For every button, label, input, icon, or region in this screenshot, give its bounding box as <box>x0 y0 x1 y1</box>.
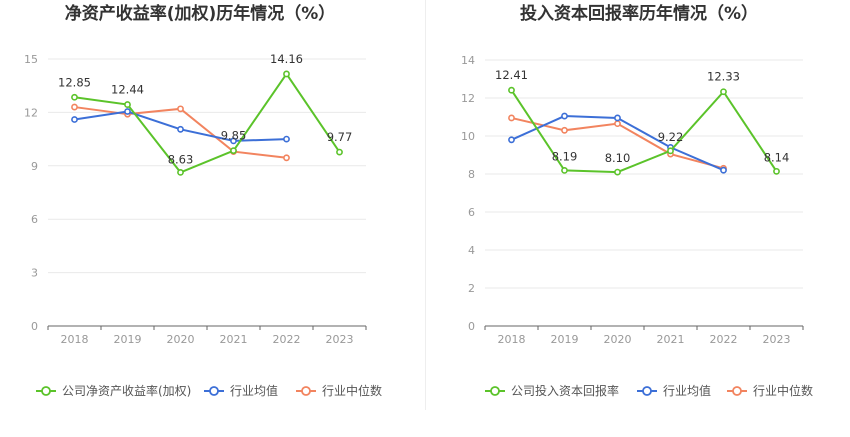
legend-label: 公司投入资本回报率 <box>511 383 619 398</box>
y-tick-label: 8 <box>468 168 475 181</box>
data-label: 9.85 <box>221 129 247 143</box>
legend-marker <box>732 386 742 396</box>
data-point-industry-median <box>561 126 568 134</box>
data-point-company <box>177 168 184 176</box>
legend-marker <box>301 386 311 396</box>
y-tick-label: 6 <box>31 213 38 226</box>
data-point-industry-median <box>177 105 184 113</box>
y-tick-label: 10 <box>461 130 475 143</box>
data-label: 8.10 <box>605 151 631 165</box>
data-label: 8.19 <box>552 149 578 163</box>
data-point-industry-median <box>508 114 515 122</box>
x-tick-label: 2018 <box>498 333 526 346</box>
chart-panel-roic: 投入资本回报率历年情况（%） 0 2 4 6 8 10 12 14 2018 2019 2020 202… <box>425 0 850 437</box>
data-label: 12.85 <box>58 75 91 89</box>
chart-panel-roe: 净资产收益率(加权)历年情况（%） 0 3 6 9 12 15 2018 2019 2020 202… <box>24 3 382 398</box>
data-point-company <box>720 88 727 96</box>
data-point-company <box>283 70 290 78</box>
data-label: 14.16 <box>270 52 303 66</box>
x-tick-label: 2021 <box>220 333 248 346</box>
x-tick-label: 2020 <box>604 333 632 346</box>
roe-chart: 净资产收益率(加权)历年情况（%） 0 3 6 9 12 15 2018 2019 2020 202… <box>24 3 382 398</box>
x-tick-label: 2020 <box>167 333 195 346</box>
series-line-company <box>510 89 778 174</box>
data-point-industry-median <box>71 103 78 111</box>
data-label: 8.14 <box>764 150 790 164</box>
x-tick-label: 2021 <box>657 333 685 346</box>
data-label: 9.77 <box>327 130 353 144</box>
data-point-company <box>667 147 674 155</box>
data-point-company <box>773 167 780 175</box>
data-point-company <box>614 168 621 176</box>
legend-item: 行业中位数 <box>727 383 813 398</box>
y-tick-label: 4 <box>468 244 475 257</box>
y-tick-label: 0 <box>468 320 475 333</box>
y-tick-label: 12 <box>461 92 475 105</box>
series-line-company <box>74 72 341 174</box>
legend-marker <box>490 386 500 396</box>
y-tick-label: 15 <box>24 53 38 66</box>
data-point-industry-mean <box>508 136 515 144</box>
x-tick-label: 2023 <box>763 333 791 346</box>
data-point-company <box>124 101 131 108</box>
data-point-company <box>230 147 237 155</box>
data-point-company <box>71 93 78 101</box>
x-tick-label: 2022 <box>273 333 301 346</box>
legend-marker <box>41 386 51 396</box>
data-label: 9.22 <box>658 130 684 144</box>
y-tick-label: 3 <box>31 267 38 280</box>
x-tick-label: 2019 <box>114 333 142 346</box>
data-point-industry-mean <box>177 125 184 133</box>
panel-divider <box>425 0 426 410</box>
data-point-industry-median <box>283 154 290 162</box>
data-point-company <box>561 166 568 174</box>
x-tick-label: 2022 <box>710 333 738 346</box>
y-tick-label: 2 <box>468 282 475 295</box>
y-tick-label: 0 <box>31 320 38 333</box>
legend-label: 行业均值 <box>230 383 278 398</box>
data-label: 12.44 <box>111 83 144 97</box>
data-point-industry-mean <box>71 116 78 123</box>
legend-marker <box>209 386 219 396</box>
legend-label: 行业均值 <box>663 383 711 398</box>
data-point-industry-mean <box>720 166 727 174</box>
legend-item: 行业中位数 <box>296 383 382 398</box>
legend-label: 公司净资产收益率(加权) <box>62 383 191 398</box>
y-tick-label: 14 <box>461 54 475 67</box>
data-label: 12.33 <box>707 70 740 84</box>
x-tick-label: 2023 <box>326 333 354 346</box>
legend-label: 行业中位数 <box>322 383 382 398</box>
data-label: 8.63 <box>168 152 194 166</box>
data-point-industry-mean <box>614 114 621 122</box>
data-point-industry-mean <box>561 112 568 120</box>
x-tick-label: 2019 <box>551 333 579 346</box>
chart-title: 净资产收益率(加权)历年情况（%） <box>65 3 336 24</box>
legend-item: 行业均值 <box>637 383 711 398</box>
data-label: 12.41 <box>495 68 528 82</box>
y-tick-label: 6 <box>468 206 475 219</box>
legend-item: 公司净资产收益率(加权) <box>36 383 191 398</box>
data-point-industry-mean <box>230 137 237 145</box>
legend-label: 行业中位数 <box>753 383 813 398</box>
data-point-industry-mean <box>283 135 290 143</box>
legend-item: 行业均值 <box>204 383 278 398</box>
data-point-industry-median <box>614 120 621 128</box>
data-point-industry-mean <box>124 108 131 115</box>
y-tick-label: 9 <box>31 160 38 173</box>
legend-marker <box>642 386 652 396</box>
x-tick-label: 2018 <box>61 333 89 346</box>
chart-title: 投入资本回报率历年情况（%） <box>520 3 758 24</box>
data-point-company <box>336 148 343 156</box>
data-point-company <box>508 86 515 94</box>
legend-item: 公司投入资本回报率 <box>485 383 619 398</box>
roic-chart: 投入资本回报率历年情况（%） 0 2 4 6 8 10 12 14 2018 2019 2020 202… <box>461 3 813 398</box>
y-tick-label: 12 <box>24 106 38 119</box>
